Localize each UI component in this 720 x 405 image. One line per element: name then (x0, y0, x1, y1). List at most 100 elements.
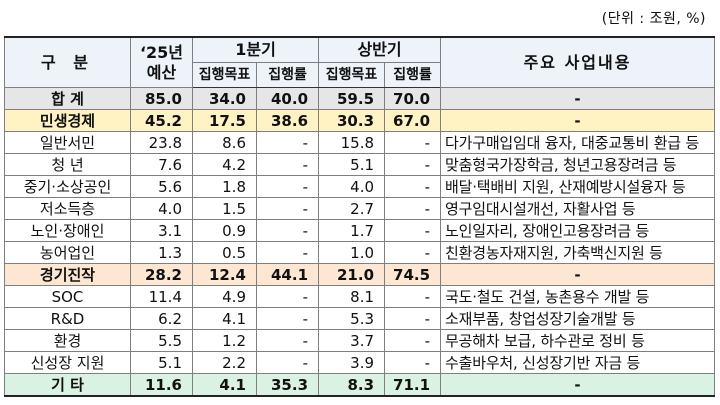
row-description: - (440, 87, 716, 110)
row-q1-target: 1.5 (192, 197, 257, 220)
row-half-rate: - (384, 241, 442, 264)
table-row: R&D 6.2 4.1-5.3- 소재부품, 창업성장기술개발 등 (4, 307, 716, 330)
table-row: 신성장 지원 5.1 2.2-3.9- 수출바우처, 신성장기반 자금 등 (4, 351, 716, 374)
table-row: 중기·소상공인 5.6 1.8-4.0- 배달·택배비 지원, 산재예방시설융자 등 (4, 175, 716, 198)
row-description: - (440, 373, 716, 397)
header-q1-rate: 집행률 (255, 62, 320, 88)
row-description: 소재부품, 창업성장기술개발 등 (440, 307, 716, 330)
row-description: 친환경농자재지원, 가축백신지원 등 (440, 241, 716, 264)
row-q1-rate: 40.0 (255, 87, 320, 110)
row-q1-rate: - (255, 197, 320, 220)
row-half-target: 4.0 (318, 175, 386, 198)
row-budget: 85.0 (130, 87, 193, 110)
row-half-target: 3.9 (318, 351, 386, 374)
group-row: 민생경제 45.2 17.5 38.6 30.3 67.0- (4, 109, 716, 132)
row-description: 배달·택배비 지원, 산재예방시설융자 등 (440, 175, 716, 198)
group-row: 기 타 11.6 4.1 35.3 8.3 71.1- (4, 373, 716, 397)
row-description: 다가구매입임대 융자, 대중교통비 환급 등 (440, 131, 716, 154)
row-half-target: 59.5 (318, 87, 386, 110)
row-budget: 11.6 (130, 373, 193, 397)
row-q1-rate: - (255, 131, 320, 154)
row-q1-target: 4.1 (192, 307, 257, 330)
row-half-rate: - (384, 153, 442, 176)
row-q1-rate: - (255, 307, 320, 330)
row-category: 청 년 (4, 153, 131, 176)
table-row: SOC 11.4 4.9-8.1- 국도·철도 건설, 농촌용수 개발 등 (4, 285, 716, 308)
row-description: 맞춤형국가장학금, 청년고용장려금 등 (440, 153, 716, 176)
table-row: 저소득층 4.0 1.5-2.7- 영구임대시설개선, 자활사업 등 (4, 197, 716, 220)
row-q1-rate: 35.3 (255, 373, 320, 397)
row-category: 합 계 (4, 87, 131, 110)
row-half-target: 8.1 (318, 285, 386, 308)
row-half-rate: - (384, 197, 442, 220)
row-q1-rate: - (255, 241, 320, 264)
row-q1-target: 2.2 (192, 351, 257, 374)
row-category: 민생경제 (4, 109, 131, 132)
header-q1-target: 집행목표 (192, 62, 257, 88)
row-category: 중기·소상공인 (4, 175, 131, 198)
row-q1-target: 12.4 (192, 263, 257, 286)
row-category: 환경 (4, 329, 131, 352)
header-half-target: 집행목표 (318, 62, 386, 88)
row-q1-rate: - (255, 285, 320, 308)
header-category: 구 분 (4, 36, 131, 88)
row-q1-rate: 38.6 (255, 109, 320, 132)
row-q1-target: 4.2 (192, 153, 257, 176)
row-description: 국도·철도 건설, 농촌용수 개발 등 (440, 285, 716, 308)
row-half-target: 3.7 (318, 329, 386, 352)
header-budget-label: 예산 (146, 62, 177, 82)
row-q1-target: 4.9 (192, 285, 257, 308)
row-q1-target: 34.0 (192, 87, 257, 110)
row-half-rate: 74.5 (384, 263, 442, 286)
row-description: 무공해차 보급, 하수관로 정비 등 (440, 329, 716, 352)
row-description: 수출바우처, 신성장기반 자금 등 (440, 351, 716, 374)
row-category: 경기진작 (4, 263, 131, 286)
header-half-rate: 집행률 (384, 62, 442, 88)
row-category: 농어업인 (4, 241, 131, 264)
row-half-target: 30.3 (318, 109, 386, 132)
row-half-target: 1.7 (318, 219, 386, 242)
row-half-target: 15.8 (318, 131, 386, 154)
row-category: 신성장 지원 (4, 351, 131, 374)
row-budget: 4.0 (130, 197, 193, 220)
row-budget: 5.5 (130, 329, 193, 352)
table-row: 일반서민 23.8 8.6-15.8- 다가구매입임대 융자, 대중교통비 환급 등 (4, 131, 716, 154)
row-category: 저소득층 (4, 197, 131, 220)
table-row: 환경 5.5 1.2-3.7- 무공해차 보급, 하수관로 정비 등 (4, 329, 716, 352)
row-budget: 28.2 (130, 263, 193, 286)
row-half-target: 1.0 (318, 241, 386, 264)
row-category: 노인·장애인 (4, 219, 131, 242)
row-half-rate: - (384, 131, 442, 154)
row-budget: 5.6 (130, 175, 193, 198)
row-half-rate: - (384, 219, 442, 242)
row-half-rate: - (384, 329, 442, 352)
row-q1-target: 1.2 (192, 329, 257, 352)
row-half-target: 8.3 (318, 373, 386, 397)
table-row: 노인·장애인 3.1 0.9-1.7- 노인일자리, 장애인고용장려금 등 (4, 219, 716, 242)
header-budget: ‘25년 예산 (130, 36, 193, 88)
row-half-rate: - (384, 351, 442, 374)
header-budget-year: ‘25년 (139, 42, 184, 62)
row-description: - (440, 263, 716, 286)
row-category: 기 타 (4, 373, 131, 397)
row-half-target: 5.3 (318, 307, 386, 330)
row-half-target: 2.7 (318, 197, 386, 220)
table-row: 청 년 7.6 4.2-5.1- 맞춤형국가장학금, 청년고용장려금 등 (4, 153, 716, 176)
row-q1-target: 0.5 (192, 241, 257, 264)
total-row: 합 계 85.0 34.0 40.0 59.5 70.0- (4, 87, 716, 110)
row-category: R&D (4, 307, 131, 330)
row-half-rate: - (384, 175, 442, 198)
row-q1-target: 8.6 (192, 131, 257, 154)
header-desc: 주요 사업내용 (440, 36, 716, 88)
row-q1-target: 4.1 (192, 373, 257, 397)
group-row: 경기진작 28.2 12.4 44.1 21.0 74.5- (4, 263, 716, 286)
row-q1-target: 17.5 (192, 109, 257, 132)
table-row: 농어업인 1.3 0.5-1.0- 친환경농자재지원, 가축백신지원 등 (4, 241, 716, 264)
row-q1-rate: - (255, 153, 320, 176)
row-budget: 5.1 (130, 351, 193, 374)
header-q1: 1분기 (191, 36, 320, 63)
row-q1-target: 0.9 (192, 219, 257, 242)
row-budget: 3.1 (130, 219, 193, 242)
row-q1-rate: - (255, 219, 320, 242)
row-budget: 1.3 (130, 241, 193, 264)
